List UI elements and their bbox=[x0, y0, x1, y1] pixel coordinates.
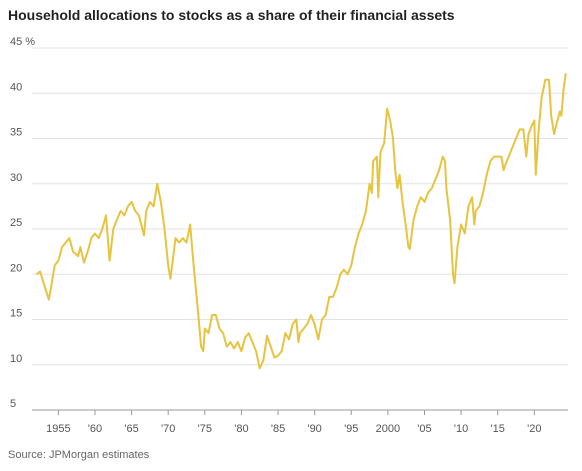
x-tick-label: '10 bbox=[454, 423, 468, 435]
y-tick-label: 35 bbox=[10, 127, 22, 139]
y-tick-label: 25 bbox=[10, 217, 22, 229]
x-tick-label: '20 bbox=[527, 423, 541, 435]
x-tick-label: '65 bbox=[124, 423, 138, 435]
x-tick-label: '85 bbox=[271, 423, 285, 435]
x-tick-label: 2000 bbox=[376, 423, 400, 435]
data-line bbox=[35, 73, 567, 370]
y-tick-label: 5 bbox=[10, 398, 16, 410]
y-tick-label: 45 % bbox=[10, 36, 35, 48]
x-tick-label: '80 bbox=[234, 423, 248, 435]
x-tick-label: 1955 bbox=[46, 423, 70, 435]
x-tick-label: '05 bbox=[417, 423, 431, 435]
x-tick-label: '70 bbox=[161, 423, 175, 435]
x-tick-label: '90 bbox=[307, 423, 321, 435]
y-tick-label: 40 bbox=[10, 81, 22, 93]
x-tick-label: '75 bbox=[198, 423, 212, 435]
chart-title: Household allocations to stocks as a sha… bbox=[8, 7, 455, 23]
y-tick-label: 10 bbox=[10, 353, 22, 365]
source: Source: JPMorgan estimates bbox=[8, 449, 150, 461]
y-tick-label: 30 bbox=[10, 172, 22, 184]
y-tick-label: 20 bbox=[10, 262, 22, 274]
x-tick-label: '15 bbox=[491, 423, 505, 435]
y-tick-label: 15 bbox=[10, 308, 22, 320]
x-tick-label: '60 bbox=[88, 423, 102, 435]
x-tick-label: '95 bbox=[344, 423, 358, 435]
